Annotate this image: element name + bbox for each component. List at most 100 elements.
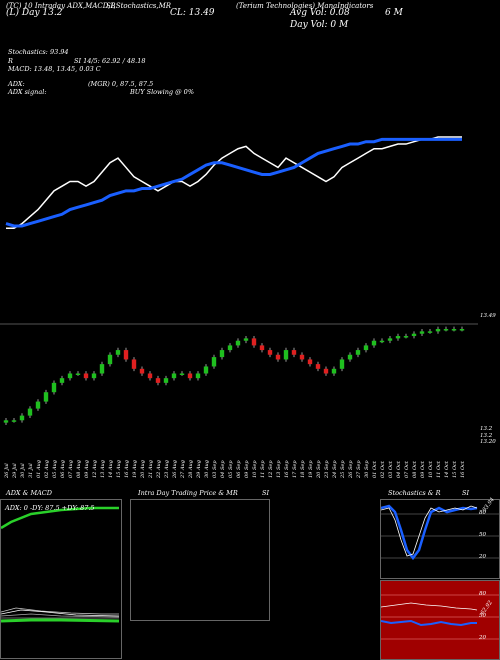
date-tick-label: 07 Aug xyxy=(68,460,74,478)
candle-body xyxy=(83,373,89,379)
date-tick-label: 08 Aug xyxy=(76,460,82,478)
date-tick-label: 01 Oct xyxy=(372,460,378,478)
stoch-label: SI,Stochastics,MR xyxy=(106,2,172,10)
candle-body xyxy=(59,378,65,383)
stoch-level-50: 50 xyxy=(479,532,486,538)
date-tick-label: 06 Aug xyxy=(60,460,66,478)
date-tick-label: 09 Aug xyxy=(84,460,90,478)
buy-signal: BUY Slowing @ 0% xyxy=(130,88,194,96)
candle-body xyxy=(291,350,297,355)
date-tick-label: 29 Aug xyxy=(196,460,202,479)
candle-body xyxy=(331,368,337,374)
date-tick-label: 02 Oct xyxy=(380,460,386,478)
six-months: 6 M xyxy=(385,8,403,18)
candle-body xyxy=(187,373,193,379)
date-tick-label: 03 Sep xyxy=(212,460,218,478)
macd-line-a xyxy=(1,607,119,615)
candle-body xyxy=(411,333,417,337)
price-bottom-a: 13.2 xyxy=(480,426,493,432)
candle-body xyxy=(315,364,321,369)
stoch-panel-si: SI xyxy=(462,489,470,497)
adx-line xyxy=(1,506,119,530)
candle-body xyxy=(355,350,361,355)
l-day-label: (L) Day xyxy=(6,8,40,18)
date-tick-label: 26 Sep xyxy=(348,460,354,479)
candle-body xyxy=(227,345,233,351)
date-tick-label: 11 Oct xyxy=(436,460,442,478)
intra-panel-si: SI xyxy=(262,489,270,497)
date-tick-label: 30 Jul xyxy=(20,463,26,478)
date-tick-label: 05 Sep xyxy=(228,460,234,478)
date-tick-label: 03 Oct xyxy=(388,460,394,478)
adx-macd-panel: ADX: 0 -DY: 87.5 +DY: 87.5 xyxy=(0,499,122,659)
date-tick-label: 05 Aug xyxy=(52,460,58,478)
price-bottom-c: 13.20 xyxy=(480,439,496,445)
candle-body xyxy=(419,331,425,334)
adx-panel-svg xyxy=(1,506,120,623)
stoch-panel-title: Stochastics & R xyxy=(388,489,441,497)
macd-hist xyxy=(1,618,120,623)
symbol-info: (TC) 10 Intraday ADX,MACD,B xyxy=(6,2,115,10)
stoch-level-20: 20 xyxy=(479,554,486,560)
date-tick-label: 19 Sep xyxy=(308,460,314,478)
candle-body xyxy=(107,354,113,365)
date-tick-label: 12 Aug xyxy=(92,460,98,478)
candle-body xyxy=(91,373,97,379)
date-tick-label: 18 Sep xyxy=(300,460,306,478)
date-tick-label: 11 Sep xyxy=(260,460,266,478)
price-bottom-b: 13.2 xyxy=(480,433,493,439)
candle-body xyxy=(131,359,137,369)
date-tick-label: 15 Oct xyxy=(452,460,458,478)
candle-body xyxy=(363,345,369,351)
price-lines xyxy=(5,136,462,230)
candle-body xyxy=(427,331,433,333)
date-tick-label: 01 Aug xyxy=(36,460,42,478)
adx-signal-label: ADX signal: xyxy=(8,88,47,96)
si-level-50: 50 xyxy=(479,613,486,619)
candle-body xyxy=(19,415,25,421)
candle-body xyxy=(3,420,9,423)
avg-vol: Avg Vol: 0.08 xyxy=(290,8,350,18)
date-tick-label: 25 Sep xyxy=(340,460,346,479)
stoch-readout: Stochastics: 93.94 xyxy=(8,48,69,56)
l-day: (L) Day 13.2 xyxy=(6,8,62,18)
intraday-panel xyxy=(130,499,270,621)
date-tick-label: 06 Sep xyxy=(236,460,242,478)
day-vol: Day Vol: 0 M xyxy=(290,20,349,30)
date-tick-label: 16 Sep xyxy=(284,460,290,478)
stoch-level-80: 80 xyxy=(479,510,486,516)
candle-body xyxy=(403,336,409,338)
main-chart: 26 Jul 29 Jul 30 Jul 31 Jul 01 Aug 02 Aug 05 A… xyxy=(0,136,478,479)
date-tick-label: 30 Sep xyxy=(364,460,370,478)
candles xyxy=(3,326,465,425)
symbol-info-text: (TC) 10 Intraday ADX,MACD,B xyxy=(6,2,116,10)
stoch-svg xyxy=(381,504,499,561)
date-tick-label: 04 Sep xyxy=(220,460,226,478)
adx-panel-title: ADX & MACD xyxy=(6,489,52,497)
candle-body xyxy=(203,366,209,374)
mgr-readout: (MGR) 0, 87.5, 87.5 xyxy=(88,80,154,88)
date-tick-label: 26 Aug xyxy=(172,460,178,479)
candle-body xyxy=(51,382,57,393)
date-axis: 26 Jul 29 Jul 30 Jul 31 Jul 01 Aug 02 Aug 05 A… xyxy=(4,460,466,479)
candle-body xyxy=(123,350,129,360)
date-tick-label: 15 Aug xyxy=(116,460,122,478)
candle-body xyxy=(147,373,153,379)
date-tick-label: 12 Sep xyxy=(268,460,274,478)
adx-label: ADX: xyxy=(8,80,25,88)
candle-body xyxy=(251,338,257,346)
candle-body xyxy=(459,329,465,331)
candle-body xyxy=(115,350,121,355)
candle-body xyxy=(27,408,33,416)
candle-body xyxy=(347,354,353,360)
date-tick-label: 10 Oct xyxy=(428,460,434,478)
candle-body xyxy=(43,392,49,402)
macd-readout: MACD: 13.48, 13.45, 0.03 C xyxy=(8,65,101,73)
candle-body xyxy=(267,350,273,355)
candle-body xyxy=(451,329,457,331)
si-level-80: 80 xyxy=(479,591,486,597)
macd-line-b xyxy=(1,609,120,617)
date-tick-label: 24 Sep xyxy=(332,460,338,479)
r-readout: R xyxy=(8,57,13,65)
candle-body xyxy=(387,338,393,341)
